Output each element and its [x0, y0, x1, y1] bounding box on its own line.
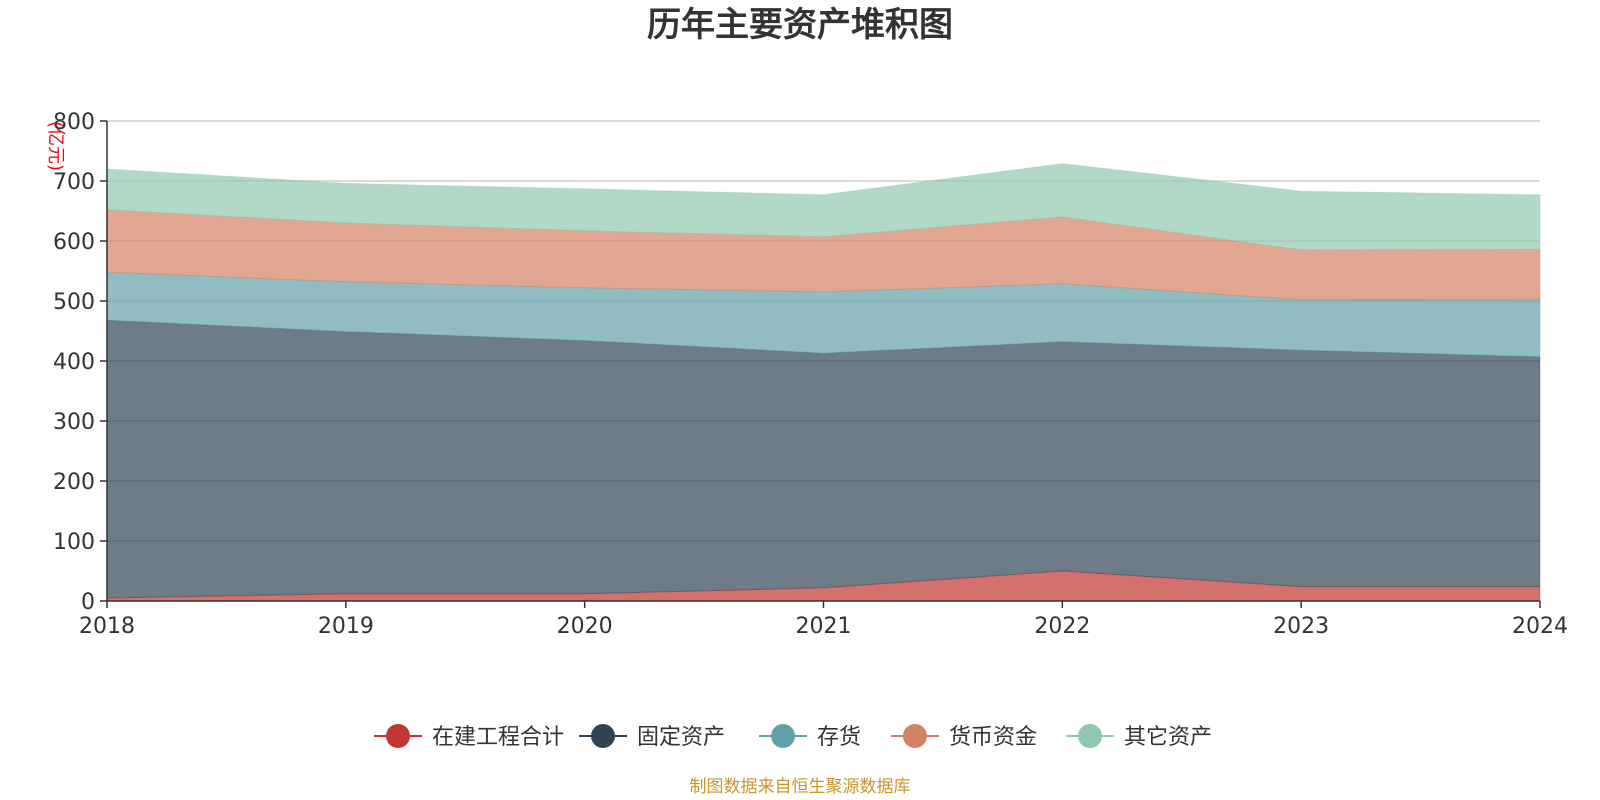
legend-label-1: 固定资产: [637, 725, 725, 750]
area-series-4: [106, 163, 1541, 251]
legend-marker-4: [1078, 724, 1102, 748]
legend-marker-2: [771, 724, 795, 748]
legend-item-0: 在建工程合计: [374, 724, 564, 750]
legend-item-2: 存货: [759, 724, 861, 750]
legend-marker-0: [386, 724, 410, 748]
y-tick-label-6: 600: [53, 230, 95, 255]
legend-label-2: 存货: [817, 725, 861, 750]
x-tick-label-1: 2019: [318, 614, 374, 639]
legend: 在建工程合计 固定资产 存货 货币资金 其它资产: [374, 724, 1212, 750]
legend-label-3: 货币资金: [949, 725, 1037, 750]
data-source-note: 制图数据来自恒生聚源数据库: [690, 777, 911, 797]
x-tick-label-4: 2022: [1034, 614, 1090, 639]
legend-marker-3: [903, 724, 927, 748]
y-tick-label-5: 500: [53, 290, 95, 315]
x-tick-label-5: 2023: [1273, 614, 1329, 639]
area-series-1: [106, 319, 1541, 599]
legend-label-0: 在建工程合计: [432, 725, 564, 750]
y-tick-label-8: 800: [53, 110, 95, 135]
area-series-2: [106, 271, 1541, 358]
y-tick-label-3: 300: [53, 410, 95, 435]
legend-label-4: 其它资产: [1124, 725, 1212, 750]
x-tick-label-0: 2018: [79, 614, 135, 639]
legend-item-3: 货币资金: [891, 724, 1037, 750]
x-tick-label-6: 2024: [1512, 614, 1568, 639]
y-axis-unit-label: (亿元): [45, 121, 66, 171]
y-tick-label-2: 200: [53, 470, 95, 495]
axes: 0 100 200 300 400 500 600 700 800 2018 2019 2020 202…: [53, 110, 1568, 639]
y-tick-label-0: 0: [81, 590, 95, 615]
legend-item-4: 其它资产: [1066, 724, 1212, 750]
x-tick-label-2: 2020: [557, 614, 613, 639]
x-tick-label-3: 2021: [796, 614, 852, 639]
area-series: [106, 163, 1541, 602]
chart-title: 历年主要资产堆积图: [647, 5, 953, 45]
legend-marker-1: [591, 724, 615, 748]
y-tick-label-7: 700: [53, 170, 95, 195]
y-tick-label-1: 100: [53, 530, 95, 555]
legend-item-1: 固定资产: [579, 724, 725, 750]
y-tick-label-4: 400: [53, 350, 95, 375]
